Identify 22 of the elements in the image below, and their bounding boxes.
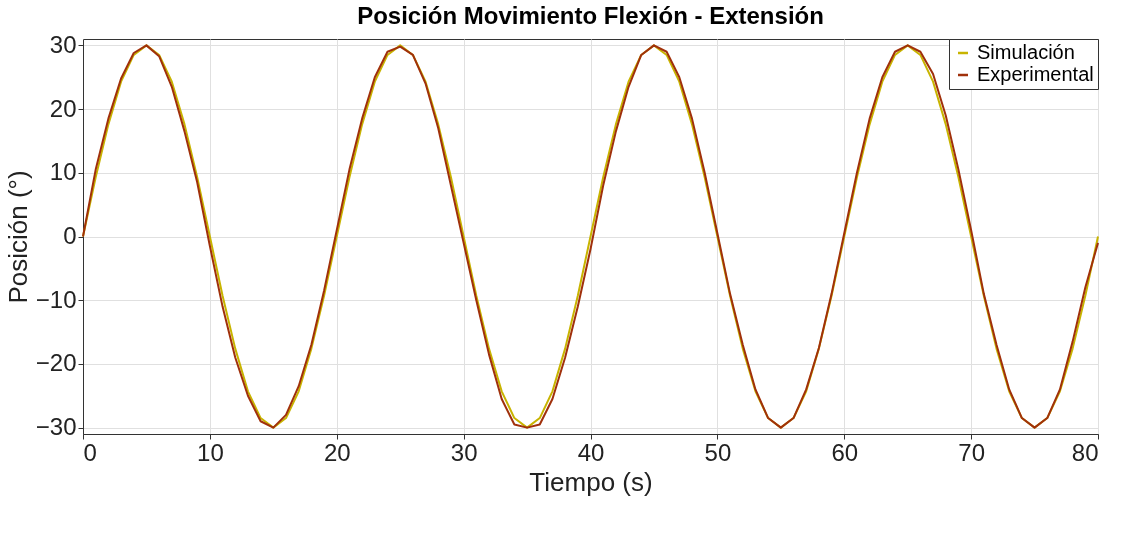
y-tick-label: 20 xyxy=(49,94,77,122)
y-tick-label: −10 xyxy=(35,285,77,313)
x-tick-label: 70 xyxy=(958,438,985,466)
y-tick-label: −20 xyxy=(35,349,77,377)
x-tick-label: 0 xyxy=(83,438,97,466)
y-tick-label: −30 xyxy=(35,413,77,441)
x-tick-label: 10 xyxy=(197,438,224,466)
x-tick-label: 40 xyxy=(577,438,605,466)
legend-label: Experimental xyxy=(977,63,1094,85)
legend-label: Simulación xyxy=(977,41,1075,63)
x-tick-label: 50 xyxy=(704,438,732,466)
x-tick-label: 20 xyxy=(323,438,351,466)
x-tick-label: 30 xyxy=(450,438,478,466)
chart-title: Posición Movimiento Flexión - Extensión xyxy=(357,2,824,30)
y-tick-label: 10 xyxy=(49,158,77,186)
y-axis-title: Posición (°) xyxy=(2,170,33,304)
y-tick-label: 0 xyxy=(63,222,77,249)
x-axis-title: Tiempo (s) xyxy=(529,466,653,497)
y-tick-label: 30 xyxy=(49,30,77,58)
x-tick-label: 60 xyxy=(831,438,859,466)
x-tick-label: 80 xyxy=(1071,438,1099,466)
line-series xyxy=(82,44,1099,429)
